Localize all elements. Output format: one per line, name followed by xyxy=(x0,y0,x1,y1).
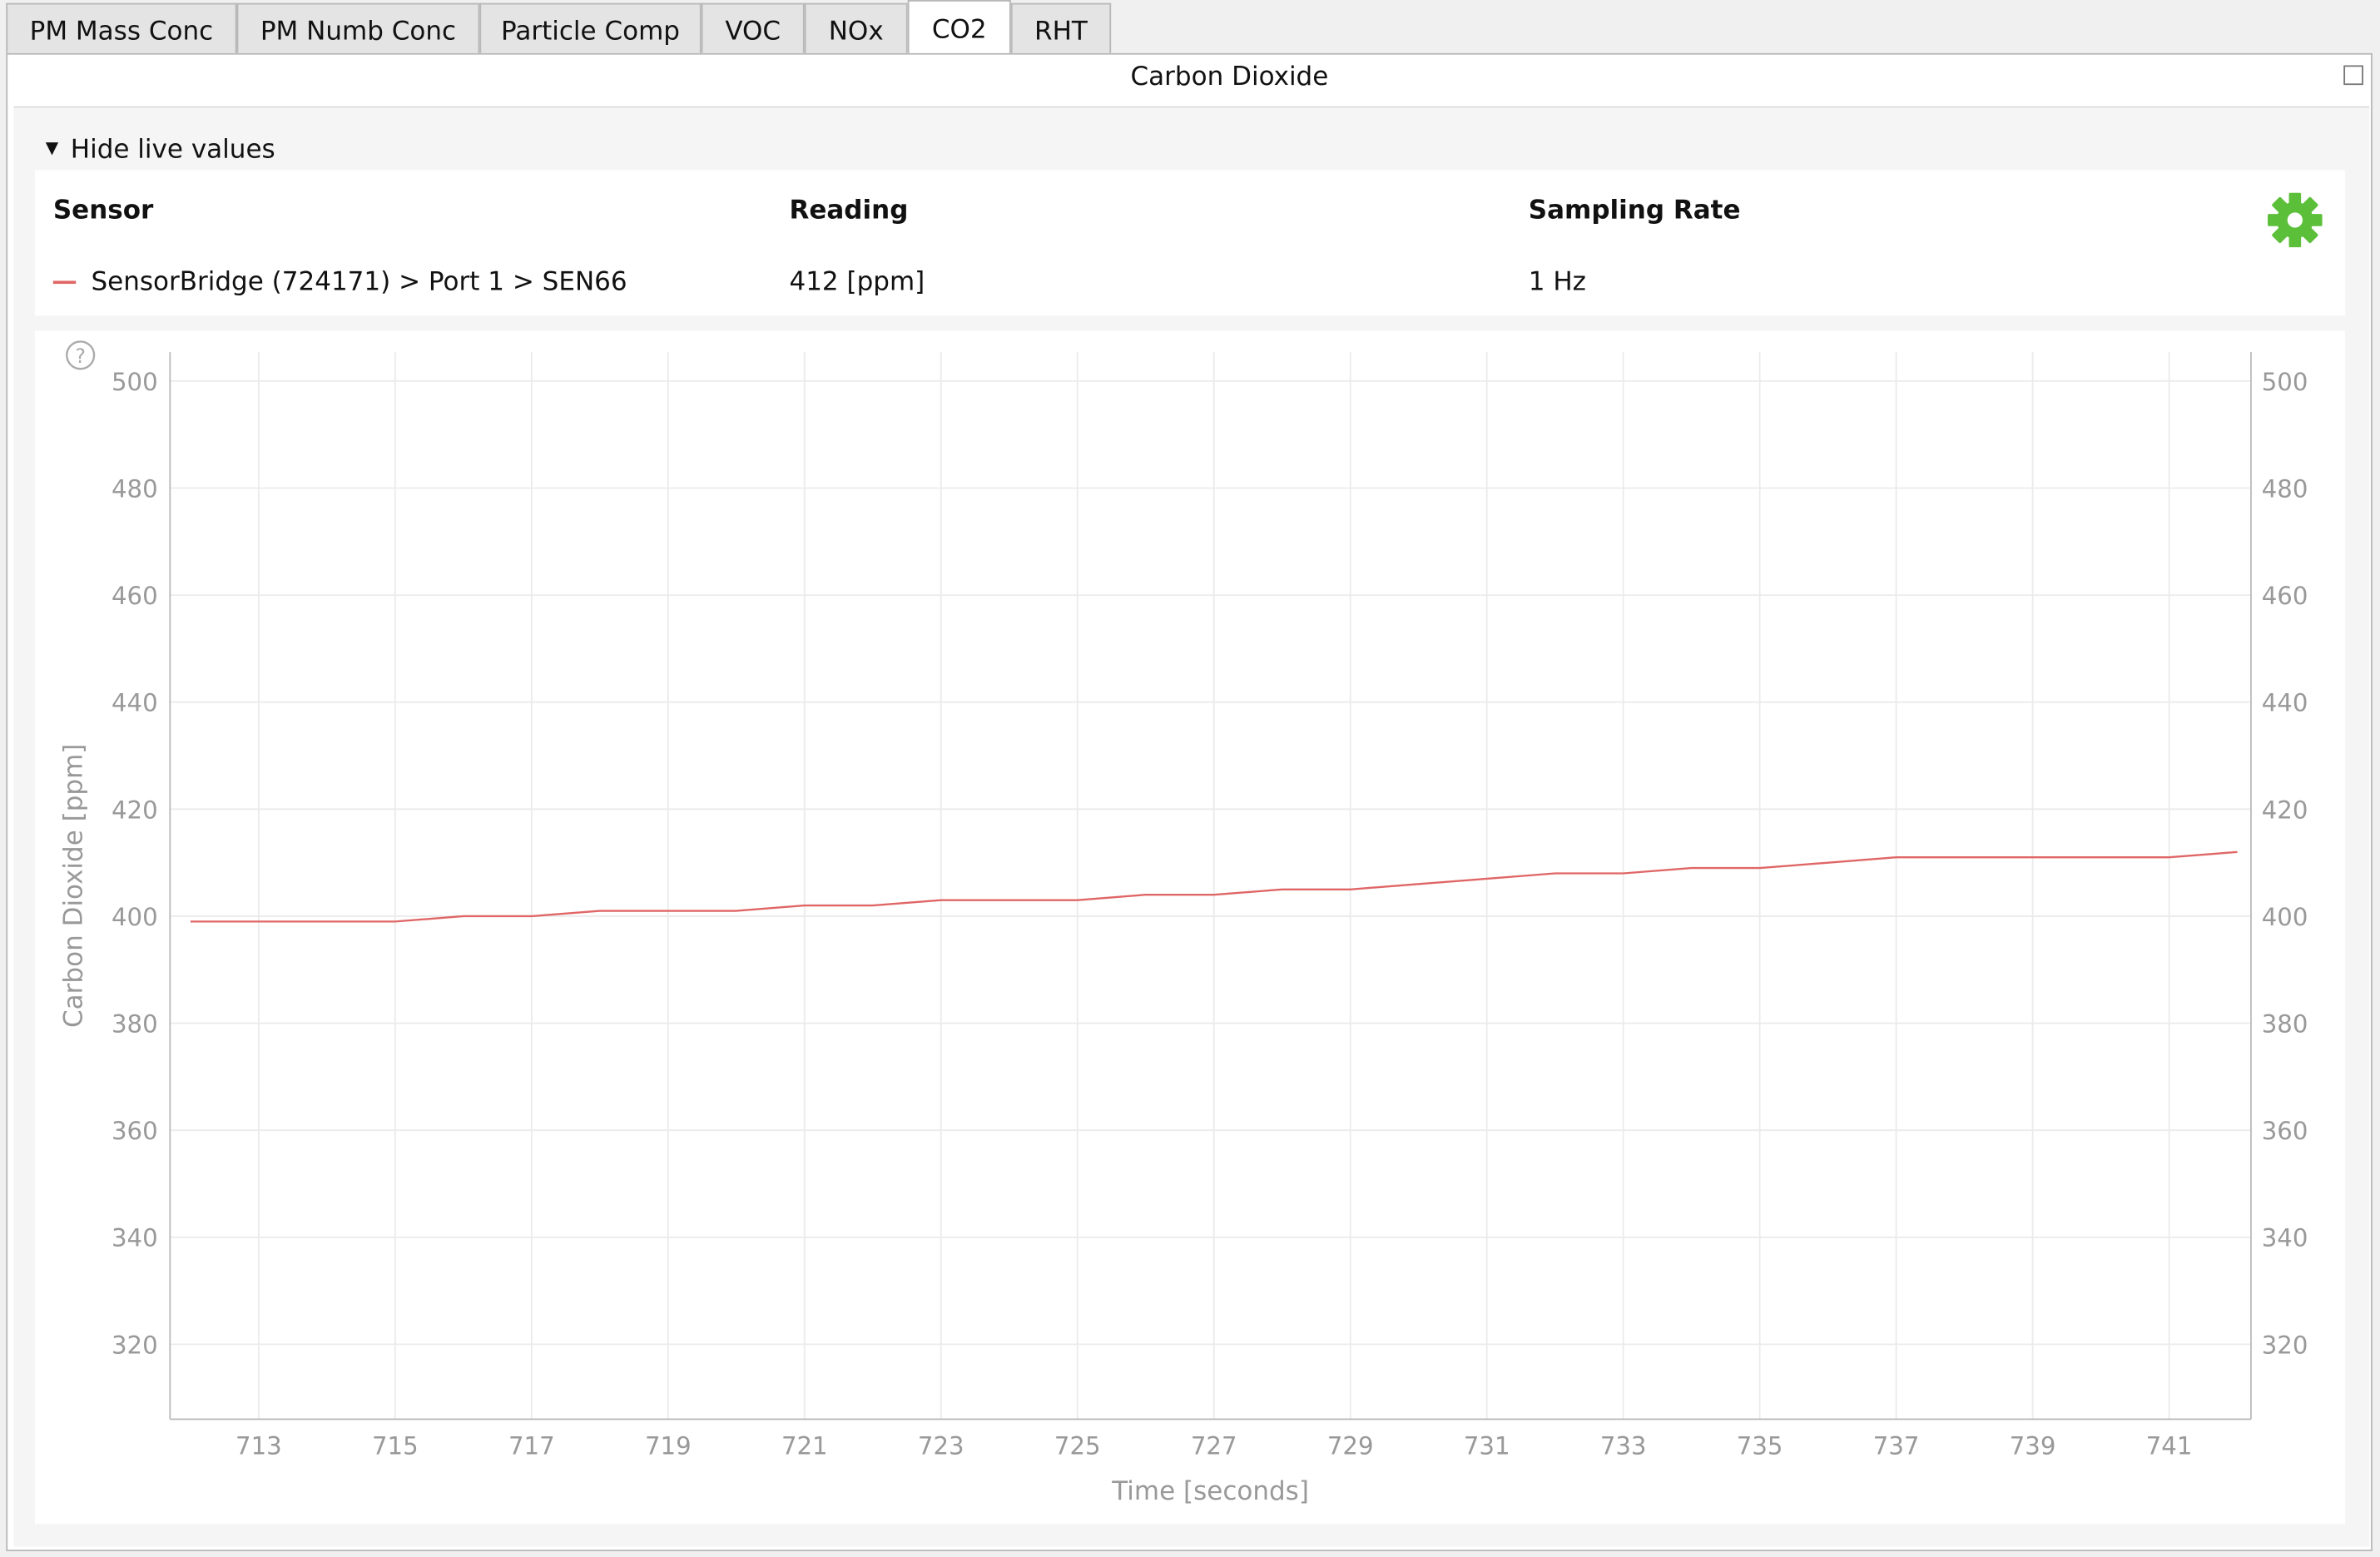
y-tick-label: 360 xyxy=(112,1117,158,1145)
x-tick-label: 721 xyxy=(781,1431,828,1460)
x-tick-label: 739 xyxy=(2010,1431,2056,1460)
y-tick-label: 340 xyxy=(112,1224,158,1252)
y2-tick-label: 460 xyxy=(2262,582,2308,610)
y-tick-label: 440 xyxy=(112,689,158,717)
x-tick-label: 725 xyxy=(1054,1431,1101,1460)
tab[interactable]: NOx xyxy=(804,2,908,53)
y2-tick-label: 380 xyxy=(2262,1010,2308,1039)
live-values-toggle[interactable]: ▼ Hide live values xyxy=(45,135,275,166)
legend-swatch xyxy=(52,280,77,285)
y-tick-label: 380 xyxy=(112,1010,158,1039)
x-axis-title: Time [seconds] xyxy=(1111,1476,1309,1506)
toggle-label: Hide live values xyxy=(70,135,275,166)
tab[interactable]: RHT xyxy=(1010,2,1112,53)
y2-tick-label: 420 xyxy=(2262,796,2308,824)
tab[interactable]: PM Numb Conc xyxy=(236,2,480,53)
tab[interactable]: VOC xyxy=(701,2,805,53)
y2-tick-label: 340 xyxy=(2262,1224,2308,1252)
table-header: Reading xyxy=(789,196,909,226)
y2-tick-label: 440 xyxy=(2262,689,2308,717)
table-cell: SensorBridge (724171) > Port 1 > SEN66 xyxy=(91,267,627,298)
y2-tick-label: 400 xyxy=(2262,903,2308,931)
y-tick-label: 480 xyxy=(112,474,158,503)
live-table xyxy=(34,170,2346,316)
x-tick-label: 729 xyxy=(1327,1431,1374,1460)
x-tick-label: 741 xyxy=(2146,1431,2193,1460)
y-tick-label: 500 xyxy=(112,368,158,396)
settings-button[interactable] xyxy=(2268,192,2323,248)
x-tick-label: 717 xyxy=(508,1431,555,1460)
table-header: Sensor xyxy=(52,196,154,226)
y2-tick-label: 320 xyxy=(2262,1331,2308,1359)
panel-title: Carbon Dioxide xyxy=(1130,62,1329,93)
tab[interactable]: Particle Comp xyxy=(479,2,702,53)
tab[interactable]: PM Mass Conc xyxy=(6,2,237,53)
x-tick-label: 715 xyxy=(372,1431,419,1460)
x-tick-label: 737 xyxy=(1873,1431,1920,1460)
y-tick-label: 400 xyxy=(112,903,158,931)
x-tick-label: 735 xyxy=(1737,1431,1783,1460)
x-tick-label: 731 xyxy=(1464,1431,1510,1460)
y-axis-title: Carbon Dioxide [ppm] xyxy=(58,744,88,1028)
x-tick-label: 727 xyxy=(1191,1431,1237,1460)
y-tick-label: 320 xyxy=(112,1331,158,1359)
y2-tick-label: 360 xyxy=(2262,1117,2308,1145)
table-cell: 412 [ppm] xyxy=(789,267,925,298)
data-line xyxy=(190,850,2238,923)
table-cell: 1 Hz xyxy=(1528,267,1586,298)
y-tick-label: 420 xyxy=(112,796,158,824)
table-header: Sampling Rate xyxy=(1528,196,1741,226)
x-tick-label: 733 xyxy=(1600,1431,1647,1460)
x-tick-label: 719 xyxy=(645,1431,692,1460)
y2-tick-label: 480 xyxy=(2262,474,2308,503)
help-icon[interactable] xyxy=(66,340,96,370)
help-icon-glyph: ? xyxy=(75,345,86,368)
y-tick-label: 460 xyxy=(112,582,158,610)
tab[interactable]: CO2 xyxy=(907,0,1011,57)
chart-box xyxy=(34,330,2346,1525)
x-tick-label: 713 xyxy=(236,1431,282,1460)
undock-button[interactable] xyxy=(2343,65,2363,86)
x-tick-label: 723 xyxy=(918,1431,964,1460)
y2-tick-label: 500 xyxy=(2262,368,2308,396)
